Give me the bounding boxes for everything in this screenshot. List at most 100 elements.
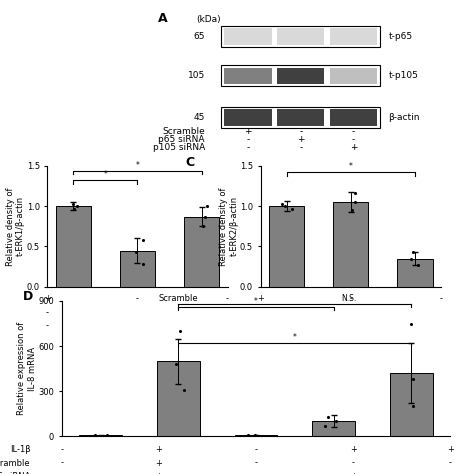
Text: -: - xyxy=(255,472,257,474)
Point xyxy=(249,431,256,439)
Bar xyxy=(277,109,325,126)
Point xyxy=(342,190,350,197)
Text: -: - xyxy=(60,445,63,454)
Text: A: A xyxy=(158,12,168,25)
Text: -: - xyxy=(449,472,452,474)
Point xyxy=(67,202,75,210)
Bar xyxy=(55,206,91,287)
Bar xyxy=(277,28,325,45)
Point xyxy=(182,386,189,393)
Point xyxy=(103,431,110,439)
Point xyxy=(415,248,422,256)
Point xyxy=(106,431,113,439)
Text: -: - xyxy=(60,459,63,467)
Text: *: * xyxy=(293,333,297,342)
Text: +: + xyxy=(155,472,162,474)
Point xyxy=(174,327,182,335)
Text: -: - xyxy=(259,321,262,330)
Text: +: + xyxy=(244,127,252,136)
Text: +: + xyxy=(350,472,356,474)
Y-axis label: Relative expression of
IL-8 mRNA: Relative expression of IL-8 mRNA xyxy=(18,322,36,415)
Bar xyxy=(330,67,377,84)
Text: +: + xyxy=(224,321,231,330)
Text: p65 siRNA: p65 siRNA xyxy=(158,135,205,144)
Text: -: - xyxy=(246,144,249,153)
Text: +: + xyxy=(155,445,162,454)
Point xyxy=(136,236,143,244)
Bar xyxy=(184,217,219,287)
Text: *: * xyxy=(349,162,353,171)
Text: -: - xyxy=(246,135,249,144)
Text: C: C xyxy=(185,156,194,169)
Point xyxy=(411,402,419,410)
Text: -: - xyxy=(136,294,139,303)
Text: -: - xyxy=(226,294,229,303)
Text: -: - xyxy=(439,294,442,303)
Bar xyxy=(224,28,272,45)
Bar xyxy=(333,202,368,287)
Text: +: + xyxy=(438,321,444,330)
Point xyxy=(323,417,331,425)
Text: +: + xyxy=(297,135,304,144)
Text: -: - xyxy=(60,472,63,474)
Text: p65 siRNA: p65 siRNA xyxy=(154,308,198,317)
Text: D: D xyxy=(23,290,33,303)
Point xyxy=(413,319,420,327)
Text: 105: 105 xyxy=(188,72,205,81)
Bar xyxy=(221,108,380,128)
Text: -: - xyxy=(449,459,452,467)
Y-axis label: Relative density of
t-ERK1/β-actin: Relative density of t-ERK1/β-actin xyxy=(6,187,25,265)
Text: -: - xyxy=(259,308,262,317)
Point xyxy=(171,360,178,368)
Bar xyxy=(221,65,380,86)
Bar xyxy=(157,361,200,436)
Text: p105 siRNA: p105 siRNA xyxy=(153,144,205,153)
Point xyxy=(326,413,333,420)
Bar xyxy=(390,373,433,436)
Text: t-p65: t-p65 xyxy=(388,32,412,41)
Point xyxy=(133,260,141,268)
Text: -: - xyxy=(439,308,442,317)
Bar xyxy=(120,250,155,287)
Text: -: - xyxy=(299,144,302,153)
Point xyxy=(246,431,253,439)
Text: +: + xyxy=(257,294,264,303)
Text: *: * xyxy=(103,170,107,179)
Text: t-p105: t-p105 xyxy=(388,72,418,81)
Bar xyxy=(224,67,272,84)
Text: p65 siRNA: p65 siRNA xyxy=(0,472,30,474)
Point xyxy=(411,375,419,383)
Bar xyxy=(79,435,122,436)
Text: -: - xyxy=(299,127,302,136)
Text: +: + xyxy=(155,459,162,467)
Text: N.S.: N.S. xyxy=(342,294,357,303)
Text: +: + xyxy=(44,294,51,303)
Bar xyxy=(330,28,377,45)
Text: 45: 45 xyxy=(193,113,205,122)
Text: (kDa): (kDa) xyxy=(196,15,221,24)
Text: Scramble: Scramble xyxy=(162,127,205,136)
Point xyxy=(288,205,295,212)
Bar xyxy=(312,421,355,436)
Point xyxy=(325,422,332,429)
Point xyxy=(100,432,108,439)
Bar xyxy=(330,109,377,126)
Text: -: - xyxy=(352,459,355,467)
Text: -: - xyxy=(352,135,355,144)
Y-axis label: Relative density of
t-ERK2/β-actin: Relative density of t-ERK2/β-actin xyxy=(219,187,238,265)
Text: -: - xyxy=(226,308,229,317)
Text: *: * xyxy=(136,161,139,170)
Point xyxy=(277,200,284,208)
Text: -: - xyxy=(46,321,49,330)
Text: Scramble: Scramble xyxy=(0,459,30,467)
Bar xyxy=(235,435,277,436)
Point xyxy=(193,213,201,220)
Text: β-actin: β-actin xyxy=(388,113,420,122)
Text: +: + xyxy=(350,144,357,153)
Bar xyxy=(221,26,380,47)
Text: 65: 65 xyxy=(193,32,205,41)
Text: Scramble: Scramble xyxy=(158,294,198,303)
Point xyxy=(411,255,419,263)
Bar xyxy=(269,206,304,287)
Text: IL-1β: IL-1β xyxy=(10,445,30,454)
